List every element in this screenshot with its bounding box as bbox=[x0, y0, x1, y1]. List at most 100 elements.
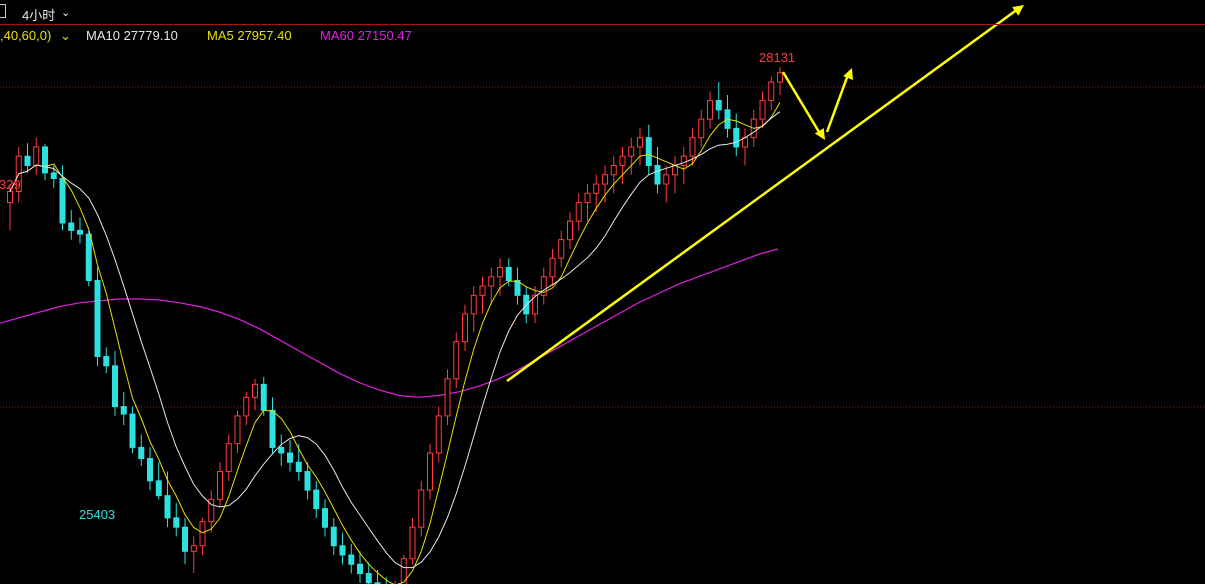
high-price-label: 28131 bbox=[759, 50, 795, 65]
chevron-down-icon[interactable]: ⌄ bbox=[61, 7, 71, 19]
price-labels-layer: 28131 329 25403 bbox=[0, 50, 795, 522]
low-price-label: 25403 bbox=[79, 507, 115, 522]
candle-body bbox=[698, 118, 705, 139]
candle-body bbox=[348, 554, 355, 565]
candle-body bbox=[689, 137, 696, 157]
ma10-line bbox=[9, 111, 781, 569]
candle-body bbox=[68, 222, 75, 231]
candle-body bbox=[208, 498, 215, 523]
candle-body bbox=[33, 146, 40, 166]
candles-layer bbox=[7, 67, 783, 584]
candle-body bbox=[532, 294, 538, 315]
candle-body bbox=[50, 172, 57, 179]
candle-body bbox=[637, 137, 643, 148]
candle-body bbox=[24, 155, 31, 166]
candle-body bbox=[225, 443, 232, 473]
candle-body bbox=[94, 279, 101, 358]
period-selector-label[interactable]: 4小时 bbox=[22, 8, 56, 23]
ma-params-label[interactable]: ,40,60,0) bbox=[0, 28, 52, 43]
candle-body bbox=[610, 164, 617, 176]
candle-body bbox=[252, 383, 258, 398]
candle-body bbox=[243, 396, 250, 417]
candle-body bbox=[558, 239, 565, 259]
candle-body bbox=[672, 164, 678, 176]
candle-body bbox=[584, 192, 591, 204]
trend-arrows-layer bbox=[506, 5, 1024, 383]
candle-body bbox=[155, 480, 162, 497]
candle-body bbox=[479, 285, 486, 296]
candle-body bbox=[462, 313, 468, 343]
candle-body bbox=[602, 174, 608, 185]
candle-body bbox=[365, 573, 372, 584]
candle-body bbox=[645, 137, 652, 166]
candle-body bbox=[330, 526, 337, 547]
candle-body bbox=[497, 267, 503, 278]
pullback-arrowhead bbox=[814, 128, 825, 140]
rebound-arrowhead bbox=[843, 68, 853, 80]
candle-body bbox=[322, 508, 328, 528]
candle-body bbox=[234, 415, 241, 445]
candle-body bbox=[190, 545, 197, 552]
trend-line bbox=[506, 7, 1019, 383]
candle-body bbox=[295, 461, 302, 473]
candle-body bbox=[103, 356, 110, 367]
candle-body bbox=[759, 100, 766, 120]
candle-body bbox=[435, 415, 442, 454]
candle-body bbox=[129, 413, 136, 448]
candle-body bbox=[628, 146, 635, 157]
candle-body bbox=[42, 146, 48, 174]
candle-body bbox=[164, 495, 171, 519]
candle-body bbox=[663, 174, 670, 185]
candle-body bbox=[260, 383, 267, 411]
candle-body bbox=[138, 446, 145, 460]
candle-body bbox=[680, 155, 687, 166]
candle-body bbox=[444, 378, 451, 417]
toolbar-tab-edge[interactable] bbox=[0, 4, 6, 18]
candle-body bbox=[304, 471, 311, 491]
ma60-line bbox=[0, 248, 779, 398]
candle-body bbox=[374, 582, 381, 584]
candle-body bbox=[549, 257, 556, 278]
candle-body bbox=[7, 190, 13, 204]
candle-body bbox=[619, 155, 626, 166]
candle-body bbox=[715, 100, 722, 111]
candle-body bbox=[199, 521, 206, 547]
candle-body bbox=[707, 100, 713, 120]
ma5-line bbox=[9, 102, 781, 584]
chevron-down-icon[interactable]: ⌄ bbox=[60, 28, 71, 43]
candle-body bbox=[85, 233, 92, 281]
candle-body bbox=[409, 526, 416, 560]
candle-body bbox=[733, 127, 740, 148]
candle-body bbox=[173, 517, 180, 528]
ma5-value: MA5 27957.40 bbox=[207, 28, 292, 43]
ma60-line-layer bbox=[0, 248, 779, 398]
ma10-value: MA10 27779.10 bbox=[86, 28, 178, 43]
candle-body bbox=[147, 458, 153, 482]
candle-body bbox=[269, 409, 276, 448]
candle-body bbox=[488, 276, 495, 287]
candle-body bbox=[217, 471, 223, 500]
candle-body bbox=[654, 164, 661, 185]
candle-body bbox=[777, 72, 783, 83]
candle-body bbox=[287, 452, 293, 463]
candle-body bbox=[357, 563, 363, 575]
trend-line-arrowhead bbox=[1012, 5, 1024, 16]
candle-body bbox=[112, 365, 118, 408]
candle-body bbox=[540, 276, 547, 296]
candle-body bbox=[453, 341, 460, 380]
candle-body bbox=[505, 267, 512, 281]
candle-body bbox=[278, 446, 285, 454]
candle-body bbox=[59, 177, 66, 224]
candle-body bbox=[182, 526, 188, 552]
candle-body bbox=[593, 183, 600, 194]
ma60-value: MA60 27150.47 bbox=[320, 28, 412, 43]
grid-lines bbox=[0, 86, 1205, 408]
pullback-arrow-down bbox=[781, 71, 824, 138]
candle-body bbox=[418, 489, 425, 528]
candle-body bbox=[470, 294, 477, 315]
candle-body bbox=[427, 452, 433, 491]
candle-body bbox=[575, 202, 582, 222]
candle-body bbox=[514, 279, 521, 296]
